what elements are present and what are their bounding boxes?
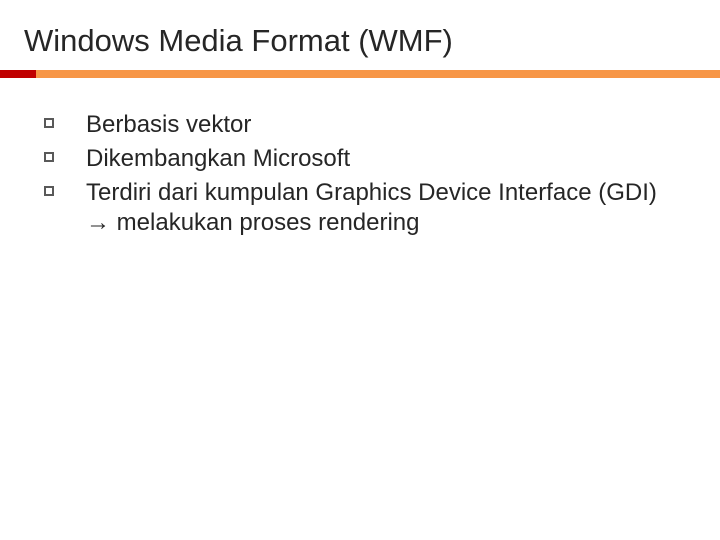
accent-bar [0, 70, 720, 78]
square-bullet-icon [44, 186, 54, 196]
slide-title: Windows Media Format (WMF) [24, 22, 453, 59]
bullet-text: Berbasis vektor [86, 110, 251, 140]
bullet-item: Dikembangkan Microsoft [44, 144, 684, 174]
bullet-list: Berbasis vektor Dikembangkan Microsoft Ter… [44, 110, 684, 238]
square-bullet-icon [44, 118, 54, 128]
accent-bar-red [0, 70, 36, 78]
square-bullet-icon [44, 152, 54, 162]
bullet-text: Dikembangkan Microsoft [86, 144, 350, 174]
bullet-text: Terdiri dari kumpulan Graphics Device In… [86, 178, 684, 238]
bullet-item: Terdiri dari kumpulan Graphics Device In… [44, 178, 684, 238]
accent-bar-orange [36, 70, 720, 78]
slide: Windows Media Format (WMF) Berbasis vekt… [0, 0, 720, 540]
bullet-item: Berbasis vektor [44, 110, 684, 140]
